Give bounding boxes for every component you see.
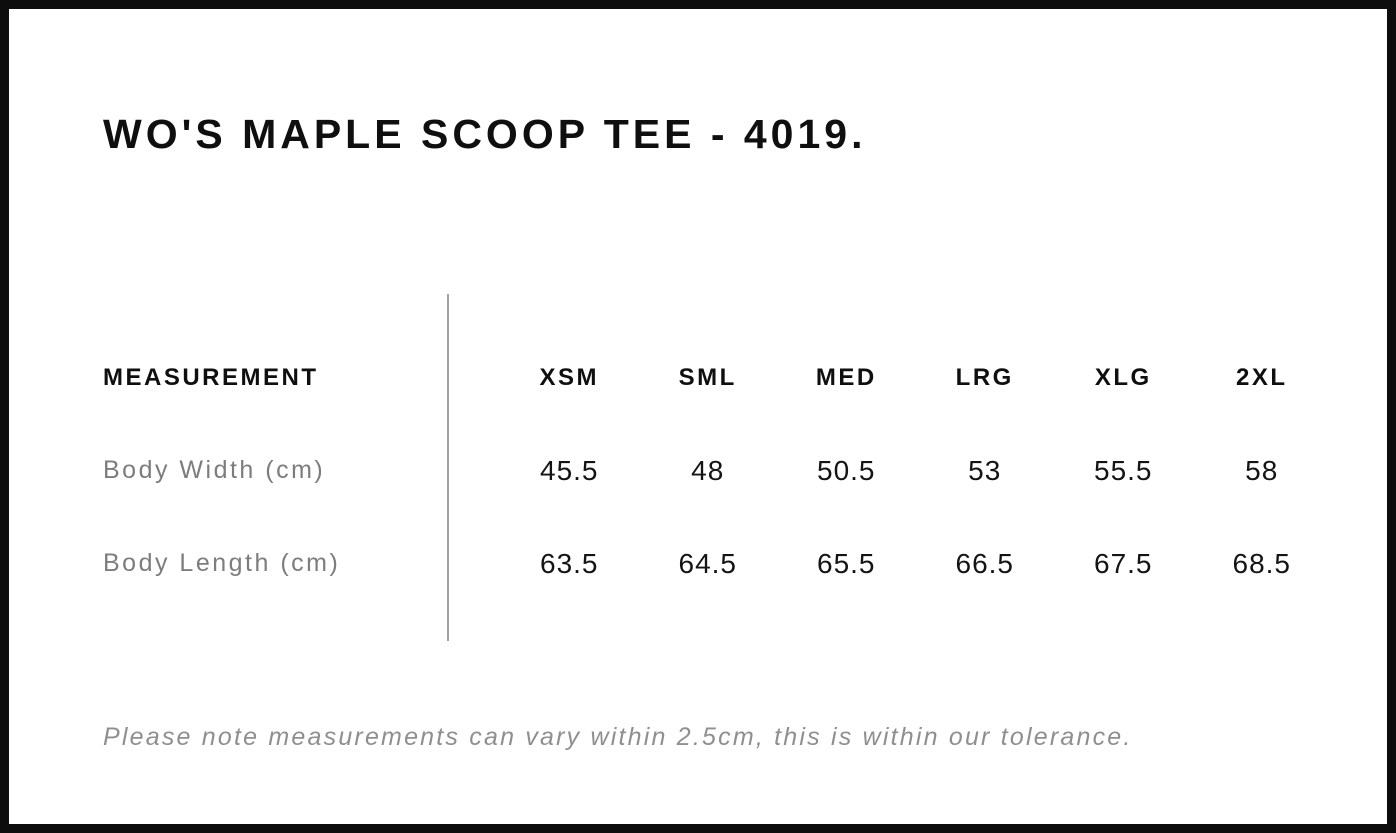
column-header-med: MED [815, 364, 877, 391]
table-spacer [448, 517, 500, 610]
size-table: MEASUREMENT XSM SML MED LRG XLG 2XL Body… [103, 332, 1331, 610]
body-width-xlg: 55.5 [1094, 454, 1153, 486]
body-length-lrg: 66.5 [955, 547, 1014, 579]
row-label-body-width: Body Width (cm) [103, 456, 326, 484]
column-header-2xl: 2XL [1235, 364, 1288, 391]
table-spacer [448, 332, 500, 424]
row-label-body-length: Body Length (cm) [103, 549, 341, 577]
body-length-xlg: 67.5 [1094, 547, 1153, 579]
body-length-med: 65.5 [817, 547, 876, 579]
body-width-xsm: 45.5 [540, 454, 599, 486]
column-header-xlg: XLG [1094, 364, 1152, 391]
table-divider-line [447, 294, 449, 641]
body-length-2xl: 68.5 [1232, 547, 1291, 579]
column-header-sml: SML [678, 364, 737, 391]
column-header-xsm: XSM [539, 364, 599, 391]
body-width-lrg: 53 [968, 454, 1002, 486]
body-length-sml: 64.5 [678, 547, 737, 579]
body-width-sml: 48 [691, 454, 725, 486]
page-title: WO'S MAPLE SCOOP TEE - 4019. [103, 111, 867, 157]
body-width-2xl: 58 [1245, 454, 1279, 486]
table-spacer [448, 424, 500, 517]
body-width-med: 50.5 [817, 454, 876, 486]
tolerance-note: Please note measurements can vary within… [103, 723, 1133, 751]
body-length-xsm: 63.5 [540, 547, 599, 579]
column-header-lrg: LRG [955, 364, 1014, 391]
column-header-measurement: MEASUREMENT [103, 364, 319, 391]
